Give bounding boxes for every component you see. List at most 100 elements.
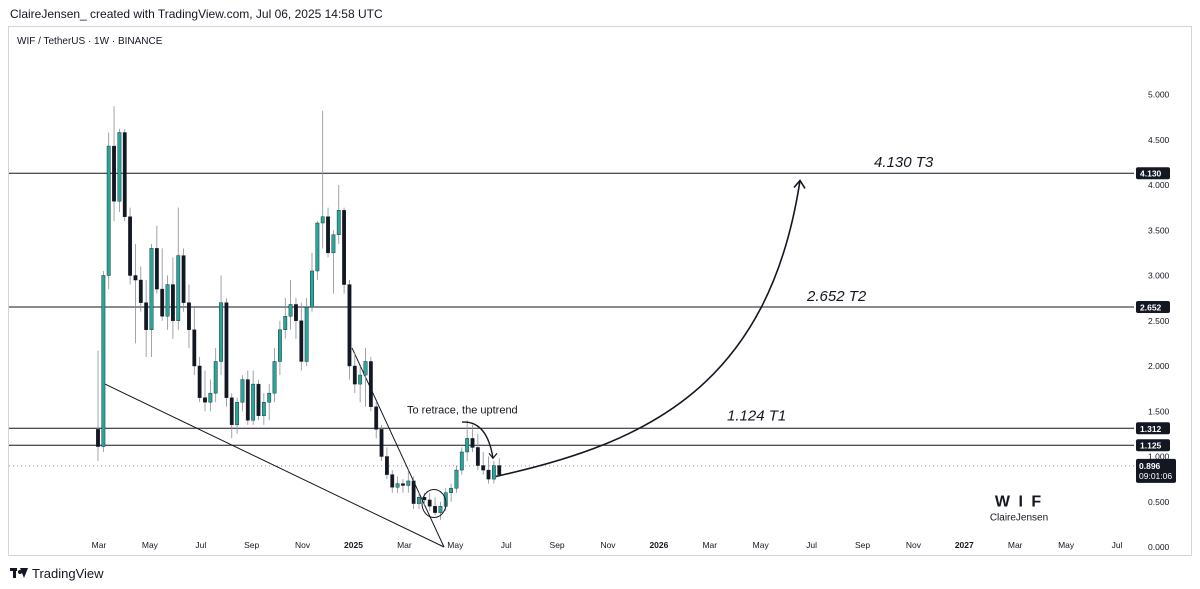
candle-body: [288, 304, 293, 317]
candle-body: [363, 361, 368, 376]
x-tick-label: Jul: [806, 540, 817, 550]
x-tick-label: 2027: [955, 540, 974, 550]
symbol-label: WIF / TetherUS · 1W · BINANCE: [17, 36, 163, 47]
candle-body: [465, 438, 470, 453]
projection-arrowhead: [793, 179, 806, 189]
candle-body: [106, 145, 111, 276]
candle-body: [433, 506, 437, 513]
candle-body: [401, 483, 405, 486]
x-tick-label: May: [1058, 540, 1075, 550]
candle-body: [165, 284, 170, 317]
level-badge: [1136, 300, 1170, 313]
candle-body: [492, 465, 496, 480]
chart-header: ClaireJensen_ created with TradingView.c…: [10, 7, 383, 21]
candle-body: [245, 379, 250, 421]
candle-body: [475, 447, 480, 466]
candle-body: [417, 497, 421, 504]
current-price-value: 0.896: [1139, 461, 1161, 471]
candle-body: [481, 465, 486, 471]
y-tick-label: 3.000: [1148, 271, 1170, 281]
level-badge: [1136, 167, 1170, 180]
tradingview-footer[interactable]: TradingView: [10, 566, 104, 581]
candle-body: [272, 361, 277, 394]
candle-body: [133, 275, 138, 281]
candle-body: [385, 456, 389, 475]
candle-body: [176, 255, 181, 321]
candle-body: [438, 506, 443, 513]
candle-body: [117, 132, 122, 202]
candle-body: [101, 275, 106, 447]
x-tick-label: Jul: [195, 540, 206, 550]
candle-body: [347, 284, 352, 367]
level-badge-label: 4.130: [1140, 169, 1162, 179]
candle-body: [219, 302, 223, 362]
candle-body: [299, 320, 304, 362]
current-price-countdown: 09:01:06: [1139, 471, 1172, 481]
candle-body: [352, 365, 357, 385]
x-tick-label: May: [142, 540, 159, 550]
candle-body: [459, 451, 464, 471]
candle-body: [240, 379, 245, 403]
candle-body: [170, 284, 175, 321]
candle-body: [154, 248, 159, 290]
x-tick-label: Nov: [600, 540, 616, 550]
wedge-upper-line: [351, 347, 445, 548]
x-tick-label: Sep: [244, 540, 259, 550]
x-tick-label: May: [753, 540, 770, 550]
candle-body: [96, 429, 100, 447]
x-tick-label: Mar: [1008, 540, 1023, 550]
retrace-arc: [461, 421, 494, 459]
candle-body: [310, 270, 314, 308]
candle-body: [336, 210, 341, 235]
current-price-badge: [1136, 458, 1176, 483]
retrace-arrowhead: [488, 452, 498, 460]
target-label: 1.124 T1: [727, 407, 786, 424]
y-tick-label: 1.000: [1148, 452, 1170, 462]
level-badge-label: 1.312: [1140, 424, 1162, 434]
candle-body: [283, 316, 288, 331]
candle-body: [368, 361, 373, 407]
candle-body: [144, 302, 149, 330]
candle-body: [187, 302, 191, 330]
level-badge: [1136, 439, 1170, 452]
candle-body: [470, 438, 475, 448]
x-tick-label: Mar: [397, 540, 412, 550]
x-tick-label: Jul: [501, 540, 512, 550]
y-tick-label: 0.000: [1148, 542, 1170, 552]
candle-body: [342, 210, 346, 285]
candle-body: [379, 429, 384, 457]
candle-body: [374, 406, 379, 430]
candle-body: [449, 487, 453, 493]
candle-body: [160, 288, 165, 317]
x-tick-label: Mar: [92, 540, 107, 550]
level-badge: [1136, 422, 1170, 435]
candle-body: [203, 397, 207, 403]
candle-body: [122, 132, 127, 217]
candle-body: [229, 397, 234, 426]
tradingview-logo-icon: [10, 567, 28, 580]
candle-body: [320, 216, 325, 224]
y-tick-label: 2.500: [1148, 316, 1170, 326]
candle-body: [358, 374, 363, 385]
y-tick-label: 5.000: [1148, 90, 1170, 100]
target-label: 2.652 T2: [806, 288, 867, 305]
price-chart[interactable]: WIF / TetherUS · 1W · BINANCE 0.000 0.500 1…: [9, 27, 1193, 557]
x-tick-label: Nov: [906, 540, 922, 550]
y-tick-label: 2.000: [1148, 361, 1170, 371]
x-tick-label: 2026: [649, 540, 668, 550]
target-label: 4.130 T3: [874, 154, 934, 171]
candle-body: [149, 248, 154, 331]
candle-body: [390, 474, 395, 488]
candle-body: [261, 402, 266, 416]
candle-body: [112, 145, 116, 202]
projection-curve: [495, 180, 801, 478]
y-tick-label: 0.500: [1148, 497, 1170, 507]
candle-body: [326, 216, 330, 254]
candle-body: [197, 365, 202, 398]
chart-frame[interactable]: WIF / TetherUS · 1W · BINANCE 0.000 0.500 1…: [8, 26, 1192, 556]
candle-body: [224, 302, 229, 398]
candle-body: [267, 392, 272, 403]
tradingview-brand: TradingView: [32, 566, 104, 581]
candle-body: [208, 392, 213, 403]
x-tick-label: Nov: [295, 540, 311, 550]
